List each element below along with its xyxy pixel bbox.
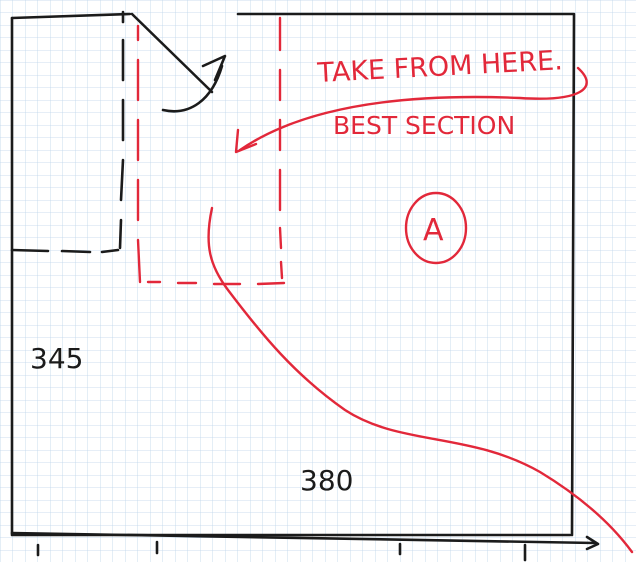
door-swing-line — [130, 12, 214, 94]
note-best-section: BEST SECTION — [333, 111, 515, 140]
dimension-345: 345 — [30, 342, 83, 375]
door-swing-arrowhead — [201, 54, 227, 82]
base-arrowhead — [585, 535, 600, 551]
region-a-label: A — [423, 213, 444, 248]
door-swing-arc — [161, 64, 224, 113]
red-dashed-right-line — [278, 16, 284, 280]
alcove-dashed-line — [10, 248, 120, 254]
red-pointer-arrowhead — [234, 128, 258, 154]
red-dashed-bottom-line — [146, 280, 286, 286]
top-right-wall-line — [236, 12, 576, 537]
base-tick-marks — [36, 540, 527, 562]
red-dashed-left-line — [136, 24, 142, 284]
bottom-base-line — [10, 531, 597, 545]
dimension-380: 380 — [300, 464, 353, 497]
top-left-wall-line — [10, 12, 132, 20]
red-curve-boundary — [207, 206, 634, 554]
outer-left-wall-line — [10, 16, 572, 537]
door-opening-dashed-line — [118, 10, 125, 250]
region-a-circle — [404, 191, 468, 265]
red-pointer-arrow-line — [238, 66, 588, 152]
